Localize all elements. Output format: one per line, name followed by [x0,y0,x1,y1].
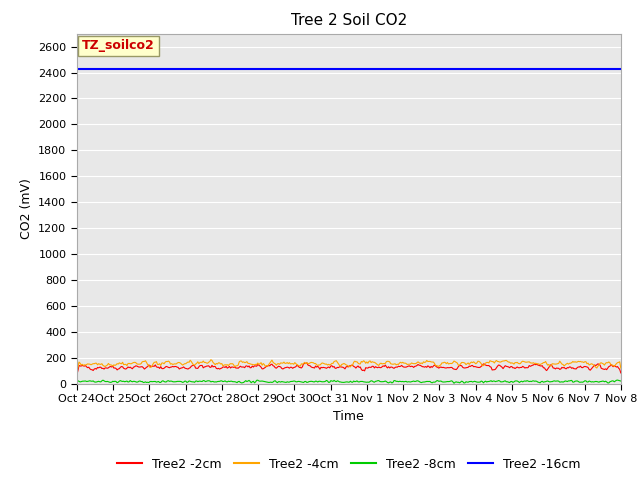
Line: Tree2 -8cm: Tree2 -8cm [77,380,621,383]
Tree2 -16cm [617,66,625,72]
Tree2 -4cm [605,359,612,365]
X-axis label: Time: Time [333,410,364,423]
Text: TZ_soilco2: TZ_soilco2 [82,39,155,52]
Tree2 -2cm [520,364,527,370]
Tree2 -16cm [604,66,612,72]
Tree2 -16cm [367,66,375,72]
Tree2 -8cm [617,378,625,384]
Line: Tree2 -4cm: Tree2 -4cm [77,360,621,372]
Tree2 -8cm [367,378,375,384]
Tree2 -2cm [336,364,344,370]
Tree2 -16cm [335,66,342,72]
Tree2 -16cm [519,66,527,72]
Tree2 -2cm [303,360,310,366]
Tree2 -2cm [605,364,612,370]
Tree2 -8cm [450,380,458,386]
Tree2 -8cm [332,378,339,384]
Title: Tree 2 Soil CO2: Tree 2 Soil CO2 [291,13,407,28]
Tree2 -16cm [332,66,339,72]
Y-axis label: CO2 (mV): CO2 (mV) [20,179,33,239]
Tree2 -16cm [397,66,404,72]
Tree2 -4cm [520,359,527,364]
Tree2 -8cm [73,379,81,385]
Tree2 -8cm [520,378,527,384]
Tree2 -8cm [335,378,342,384]
Tree2 -4cm [369,359,376,364]
Tree2 -4cm [207,357,215,362]
Tree2 -4cm [73,369,81,374]
Tree2 -2cm [332,365,340,371]
Tree2 -16cm [73,66,81,72]
Tree2 -4cm [398,360,406,366]
Tree2 -2cm [617,370,625,376]
Tree2 -4cm [332,358,340,363]
Tree2 -4cm [336,362,344,368]
Tree2 -8cm [605,380,612,386]
Tree2 -2cm [73,372,81,378]
Tree2 -8cm [397,379,404,384]
Line: Tree2 -2cm: Tree2 -2cm [77,363,621,375]
Tree2 -4cm [617,365,625,371]
Legend: Tree2 -2cm, Tree2 -4cm, Tree2 -8cm, Tree2 -16cm: Tree2 -2cm, Tree2 -4cm, Tree2 -8cm, Tree… [112,453,586,476]
Tree2 -2cm [369,363,376,369]
Tree2 -8cm [614,377,621,383]
Tree2 -2cm [398,362,406,368]
